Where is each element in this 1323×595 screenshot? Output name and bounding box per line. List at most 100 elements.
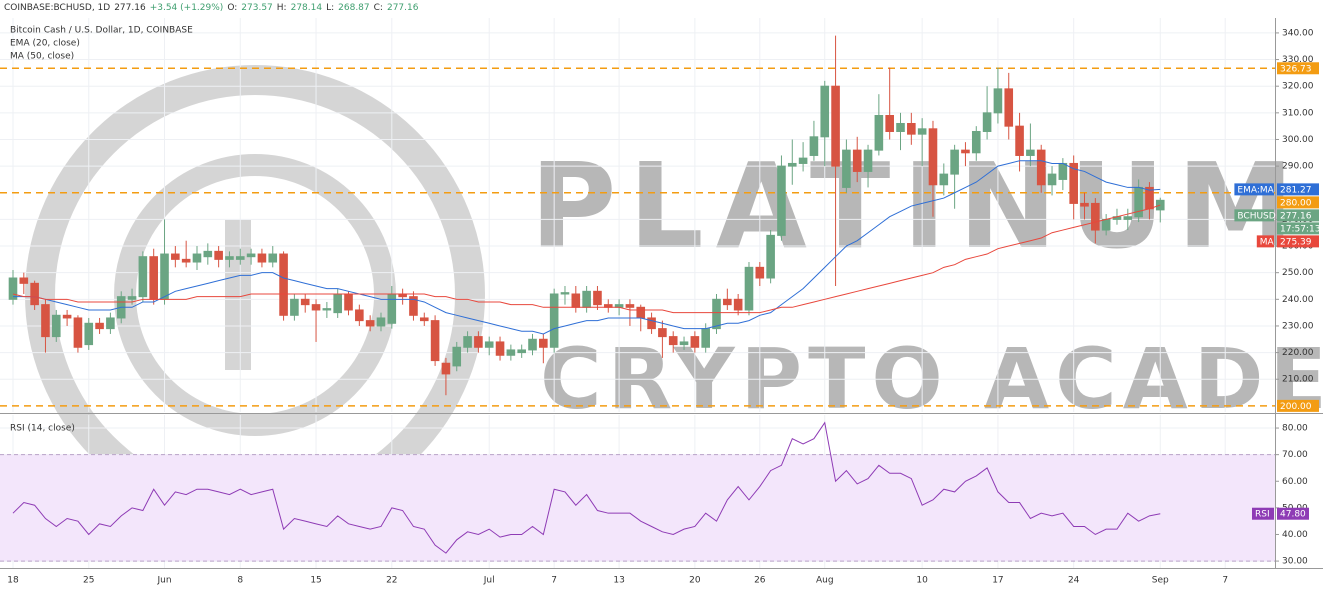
candle-body — [214, 250, 223, 260]
candle-body — [484, 341, 494, 348]
candle-body — [1145, 186, 1154, 210]
x-tick-label: Jul — [483, 576, 495, 586]
close: 277.16 — [386, 3, 419, 13]
candle-body — [149, 256, 158, 300]
tag-value-box — [1277, 235, 1319, 248]
candle-body — [733, 298, 743, 311]
candle-body — [290, 298, 299, 316]
candle-body — [679, 341, 689, 346]
candle-body — [1091, 202, 1100, 231]
tag-value-box — [1277, 209, 1319, 222]
candle-body — [409, 296, 418, 316]
legend-entry: MA (50, close) — [10, 52, 74, 62]
candle-body — [160, 253, 169, 300]
x-tick-label: 7 — [1222, 576, 1228, 586]
candle-body — [30, 282, 39, 306]
candle-body — [452, 346, 462, 367]
watermark-line1: PLATINUM — [530, 137, 1306, 275]
level-label: 326.73 — [1280, 64, 1312, 74]
legend-entry: EMA (20, close) — [10, 39, 80, 49]
y-tick-label: 40.00 — [1282, 530, 1308, 540]
candle-body — [1036, 149, 1046, 186]
candle-body — [766, 234, 775, 279]
l-label: L: — [326, 3, 335, 13]
x-tick-label: Jun — [156, 576, 171, 586]
candle-body — [344, 293, 353, 311]
watermark: PLATINUM CRYPTO ACADEMY — [25, 65, 1323, 525]
candle-body — [820, 85, 830, 138]
candle-body — [1123, 216, 1133, 220]
x-tick-label: 7 — [551, 576, 557, 586]
candle-body — [84, 322, 94, 346]
candle-body — [668, 336, 678, 346]
y-tick-label: 230.00 — [1282, 321, 1314, 331]
x-tick-label: 22 — [386, 576, 397, 586]
candle-body — [106, 317, 115, 330]
x-tick-label: 15 — [310, 576, 321, 586]
y-tick-label: 80.00 — [1282, 424, 1308, 434]
candle-body — [1069, 162, 1078, 204]
level-label-box — [1277, 62, 1319, 75]
candle-body — [376, 317, 386, 327]
tag-name: EMA:MA — [1237, 185, 1274, 195]
candle-body — [701, 328, 710, 348]
candle-body — [690, 336, 700, 348]
header: COINBASE:BCHUSD, 1D 277.16 +3.54 (+1.29%… — [4, 1, 418, 15]
candle-body — [203, 250, 213, 258]
candle-body — [842, 149, 851, 188]
candle-body — [809, 136, 819, 156]
plot — [0, 35, 1275, 554]
candle-body — [506, 349, 516, 356]
candle-body — [127, 296, 137, 300]
y-tick-label: 220.00 — [1282, 348, 1314, 358]
countdown: 17:57:13 — [1280, 224, 1320, 234]
candle-body — [333, 293, 342, 314]
low: 268.87 — [338, 3, 370, 13]
candle-body — [787, 162, 797, 167]
series-line — [12, 160, 1161, 335]
candle-body — [171, 253, 180, 260]
candle-body — [1080, 202, 1089, 207]
x-tick-label: 17 — [992, 576, 1003, 586]
candle-body — [474, 336, 483, 348]
candle-body — [279, 253, 288, 316]
rsi-tag-value-box — [1277, 507, 1309, 520]
level-label-box — [1277, 196, 1319, 209]
y-tick-label: 60.00 — [1282, 477, 1308, 487]
candle-body — [852, 149, 862, 172]
o-label: O: — [227, 3, 238, 13]
tag-value: 277.16 — [1280, 211, 1312, 221]
candle-body — [571, 293, 581, 308]
x-tick-label: 25 — [83, 576, 94, 586]
candle-body — [181, 258, 191, 263]
x-tick-label: Aug — [816, 576, 834, 586]
h-label: H: — [276, 3, 287, 13]
candle-body — [798, 157, 808, 164]
x-tick-label: 20 — [689, 576, 701, 586]
candle-body — [1026, 149, 1035, 156]
candle-body — [885, 115, 894, 132]
grid — [0, 18, 1275, 568]
x-tick-label: 26 — [754, 576, 766, 586]
level-label: 200.00 — [1280, 402, 1312, 412]
candle-body — [539, 338, 548, 348]
candle-body — [419, 317, 429, 322]
candle-body — [387, 293, 397, 324]
candle-body — [939, 173, 949, 186]
candle-body — [744, 266, 754, 311]
y-tick-label: 320.00 — [1282, 82, 1314, 92]
candle-body — [138, 256, 148, 298]
tag-name-box — [1256, 235, 1274, 248]
candle-body — [1015, 125, 1024, 156]
tag-value-box — [1277, 183, 1319, 196]
candle-body — [311, 304, 321, 311]
candle-body — [430, 320, 440, 362]
candle-body — [235, 256, 245, 260]
candle-body — [246, 253, 256, 258]
candle-body — [917, 128, 927, 135]
high: 278.14 — [290, 3, 323, 13]
countdown-box — [1277, 222, 1319, 235]
level-label: 280.00 — [1280, 198, 1312, 208]
